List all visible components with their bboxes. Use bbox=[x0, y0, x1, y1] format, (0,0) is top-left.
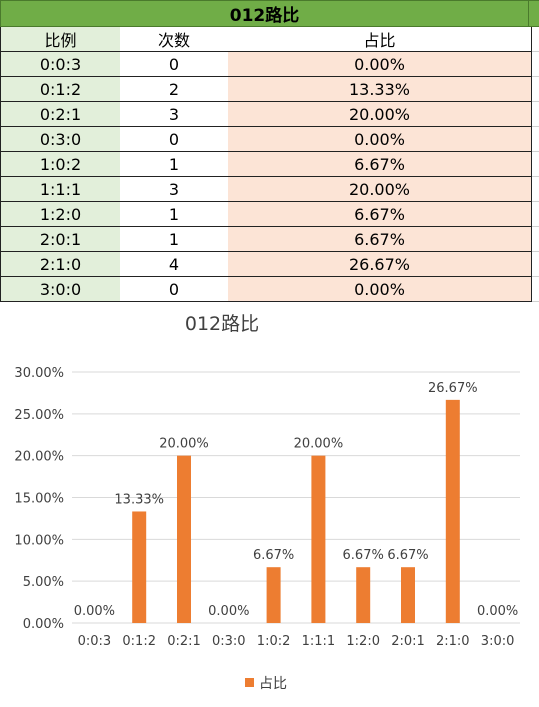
empty-cell[interactable] bbox=[532, 102, 539, 127]
data-label: 0.00% bbox=[74, 604, 115, 619]
y-tick-label: 0.00% bbox=[23, 617, 64, 632]
y-tick-label: 5.00% bbox=[23, 575, 64, 590]
data-label: 6.67% bbox=[343, 548, 384, 563]
chart-title: 012路比 bbox=[185, 313, 259, 335]
empty-cell[interactable] bbox=[532, 152, 539, 177]
table-title[interactable]: 012路比 bbox=[0, 0, 529, 27]
percent-cell[interactable]: 6.67% bbox=[228, 202, 532, 227]
bar bbox=[311, 455, 326, 623]
count-cell[interactable]: 4 bbox=[120, 252, 229, 277]
title-tail-cell[interactable] bbox=[529, 0, 539, 27]
data-label: 0.00% bbox=[477, 604, 518, 619]
y-tick-label: 25.00% bbox=[14, 408, 64, 423]
count-cell[interactable]: 2 bbox=[120, 77, 229, 102]
x-tick-label: 0:0:3 bbox=[78, 634, 112, 649]
count-cell[interactable]: 0 bbox=[120, 52, 229, 77]
count-cell[interactable]: 3 bbox=[120, 102, 229, 127]
percent-cell[interactable]: 0.00% bbox=[228, 277, 532, 302]
data-label: 6.67% bbox=[387, 548, 428, 563]
header-percent-cell[interactable]: 占比 bbox=[228, 27, 532, 52]
count-cell[interactable]: 3 bbox=[120, 177, 229, 202]
x-tick-label: 3:0:0 bbox=[481, 634, 515, 649]
percent-cell[interactable]: 6.67% bbox=[228, 152, 532, 177]
ratio-cell[interactable]: 0:1:2 bbox=[0, 77, 121, 102]
bar bbox=[132, 511, 147, 623]
ratio-cell[interactable]: 0:0:3 bbox=[0, 52, 121, 77]
table-header-row: 比例 次数 占比 bbox=[0, 27, 539, 52]
empty-cell[interactable] bbox=[532, 127, 539, 152]
bar-chart: 012路比 0.00% 5.00% 10.00% 15.00% 20.00% 25.00% 3… bbox=[0, 300, 539, 707]
table-row: 2:1:0 4 26.67% bbox=[0, 252, 539, 277]
data-label: 20.00% bbox=[159, 437, 209, 452]
count-cell[interactable]: 1 bbox=[120, 202, 229, 227]
y-tick-label: 10.00% bbox=[14, 533, 64, 548]
x-tick-label: 0:1:2 bbox=[122, 634, 156, 649]
empty-cell[interactable] bbox=[532, 77, 539, 102]
y-tick-label: 20.00% bbox=[14, 450, 64, 465]
table-row: 0:3:0 0 0.00% bbox=[0, 127, 539, 152]
bar bbox=[177, 455, 191, 623]
table-row: 1:0:2 1 6.67% bbox=[0, 152, 539, 177]
table-row: 3:0:0 0 0.00% bbox=[0, 277, 539, 302]
ratio-cell[interactable]: 0:2:1 bbox=[0, 102, 121, 127]
data-label: 13.33% bbox=[114, 492, 164, 507]
ratio-cell[interactable]: 1:0:2 bbox=[0, 152, 121, 177]
count-cell[interactable]: 1 bbox=[120, 152, 229, 177]
chart-svg: 012路比 0.00% 5.00% 10.00% 15.00% 20.00% 25.00% 3… bbox=[14, 313, 520, 692]
bar bbox=[401, 567, 415, 623]
x-tick-label: 0:3:0 bbox=[212, 634, 246, 649]
percent-cell[interactable]: 26.67% bbox=[228, 252, 532, 277]
bar bbox=[266, 567, 281, 623]
empty-cell[interactable] bbox=[532, 252, 539, 277]
table-row: 1:1:1 3 20.00% bbox=[0, 177, 539, 202]
data-label: 26.67% bbox=[428, 381, 478, 396]
percent-cell[interactable]: 13.33% bbox=[228, 77, 532, 102]
x-tick-label: 1:1:1 bbox=[302, 634, 336, 649]
data-label: 20.00% bbox=[294, 437, 344, 452]
count-cell[interactable]: 0 bbox=[120, 277, 229, 302]
empty-cell[interactable] bbox=[532, 227, 539, 252]
x-tick-label: 1:0:2 bbox=[257, 634, 291, 649]
header-count-cell[interactable]: 次数 bbox=[120, 27, 229, 52]
percent-cell[interactable]: 0.00% bbox=[228, 127, 532, 152]
x-tick-label: 1:2:0 bbox=[346, 634, 380, 649]
bar bbox=[445, 399, 460, 623]
x-tick-label: 2:0:1 bbox=[391, 634, 425, 649]
percent-cell[interactable]: 20.00% bbox=[228, 177, 532, 202]
empty-cell[interactable] bbox=[532, 27, 539, 52]
percent-cell[interactable]: 20.00% bbox=[228, 102, 532, 127]
empty-cell[interactable] bbox=[532, 177, 539, 202]
legend-swatch bbox=[245, 678, 254, 687]
empty-cell[interactable] bbox=[532, 202, 539, 227]
table-row: 1:2:0 1 6.67% bbox=[0, 202, 539, 227]
percent-cell[interactable]: 6.67% bbox=[228, 227, 532, 252]
ratio-cell[interactable]: 0:3:0 bbox=[0, 127, 121, 152]
empty-cell[interactable] bbox=[532, 277, 539, 302]
table-row: 2:0:1 1 6.67% bbox=[0, 227, 539, 252]
ratio-cell[interactable]: 3:0:0 bbox=[0, 277, 121, 302]
table-row: 0:0:3 0 0.00% bbox=[0, 52, 539, 77]
table-row: 0:1:2 2 13.33% bbox=[0, 77, 539, 102]
legend-label: 占比 bbox=[259, 676, 287, 692]
count-cell[interactable]: 1 bbox=[120, 227, 229, 252]
data-label: 0.00% bbox=[208, 604, 249, 619]
ratio-cell[interactable]: 1:2:0 bbox=[0, 202, 121, 227]
x-tick-label: 2:1:0 bbox=[436, 634, 470, 649]
empty-cell[interactable] bbox=[532, 52, 539, 77]
table-row: 0:2:1 3 20.00% bbox=[0, 102, 539, 127]
ratio-cell[interactable]: 1:1:1 bbox=[0, 177, 121, 202]
percent-cell[interactable]: 0.00% bbox=[228, 52, 532, 77]
y-tick-label: 15.00% bbox=[14, 492, 64, 507]
x-tick-label: 0:2:1 bbox=[167, 634, 201, 649]
ratio-cell[interactable]: 2:1:0 bbox=[0, 252, 121, 277]
ratio-cell[interactable]: 2:0:1 bbox=[0, 227, 121, 252]
header-ratio-cell[interactable]: 比例 bbox=[0, 27, 121, 52]
bar bbox=[356, 567, 371, 623]
y-tick-label: 30.00% bbox=[14, 366, 64, 381]
data-label: 6.67% bbox=[253, 548, 294, 563]
count-cell[interactable]: 0 bbox=[120, 127, 229, 152]
